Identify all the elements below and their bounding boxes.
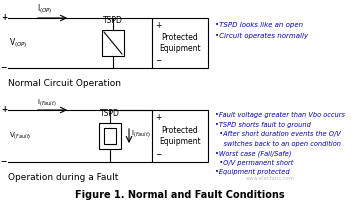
Text: Figure 1. Normal and Fault Conditions: Figure 1. Normal and Fault Conditions	[75, 190, 285, 200]
Text: •TSPD shorts fault to ground: •TSPD shorts fault to ground	[215, 121, 311, 128]
Text: −: −	[155, 150, 161, 159]
Text: •Circuit operates normally: •Circuit operates normally	[215, 33, 308, 39]
Text: +: +	[1, 14, 7, 23]
Text: Protected
Equipment: Protected Equipment	[159, 126, 201, 146]
Text: switches back to an open condition: switches back to an open condition	[215, 140, 341, 147]
Text: V$_{(Fault)}$: V$_{(Fault)}$	[9, 131, 31, 141]
Text: −: −	[1, 158, 7, 167]
Text: −: −	[1, 64, 7, 73]
Bar	[99, 123, 121, 149]
Text: I$_{(Fault)}$: I$_{(Fault)}$	[37, 97, 57, 108]
Text: •Fault voltage greater than Vbo occurs: •Fault voltage greater than Vbo occurs	[215, 112, 345, 118]
Bar	[104, 128, 116, 144]
Text: www.elecfans.com: www.elecfans.com	[245, 176, 295, 181]
Bar	[152, 110, 208, 162]
Text: •After short duration events the O/V: •After short duration events the O/V	[215, 131, 341, 137]
Text: I$_{(Fault)}$: I$_{(Fault)}$	[131, 129, 151, 139]
Text: +: +	[1, 106, 7, 115]
Text: V$_{(OP)}$: V$_{(OP)}$	[9, 36, 27, 50]
Bar	[102, 30, 124, 56]
Text: I$_{(OP)}$: I$_{(OP)}$	[37, 2, 52, 16]
Bar	[152, 18, 208, 68]
Text: •TSPD looks like an open: •TSPD looks like an open	[215, 22, 303, 28]
Text: •O/V permanent short: •O/V permanent short	[215, 159, 293, 166]
Text: TSPD: TSPD	[100, 109, 120, 118]
Text: Normal Circuit Operation: Normal Circuit Operation	[8, 79, 121, 88]
Text: Protected
Equipment: Protected Equipment	[159, 33, 201, 53]
Text: Operation during a Fault: Operation during a Fault	[8, 173, 118, 182]
Text: +: +	[155, 113, 161, 122]
Text: −: −	[155, 56, 161, 65]
Text: +: +	[155, 21, 161, 30]
Text: •Equipment protected: •Equipment protected	[215, 169, 290, 175]
Text: TSPD: TSPD	[103, 16, 123, 25]
Text: •Worst case (Fail/Safe): •Worst case (Fail/Safe)	[215, 150, 291, 157]
